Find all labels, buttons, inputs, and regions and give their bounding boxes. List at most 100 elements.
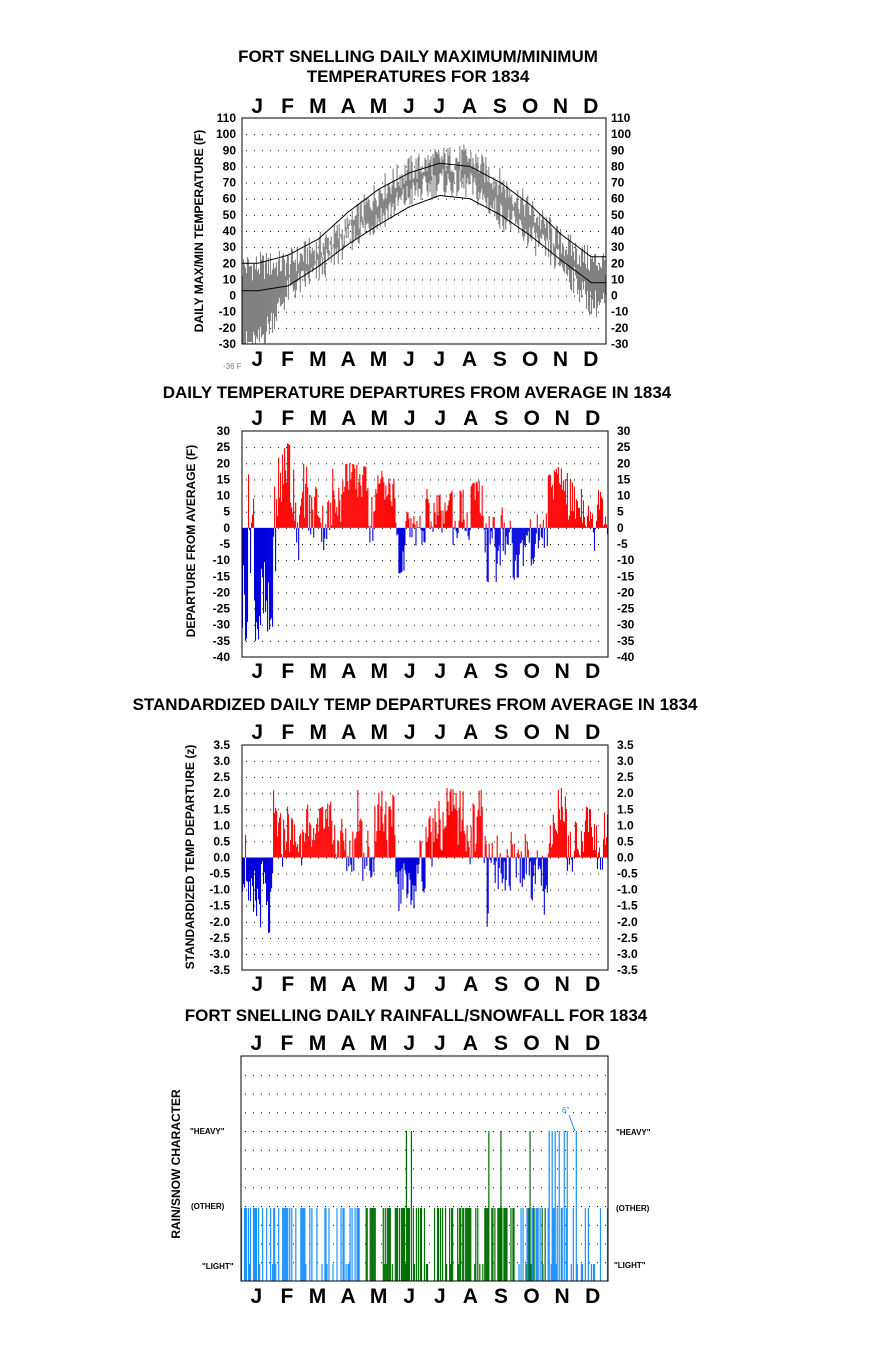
grid-dot [374,777,375,779]
grid-dot [558,873,559,875]
grid-dot [398,825,399,827]
grid-dot [413,1168,414,1170]
grid-dot [582,905,583,907]
grid-dot [566,809,567,811]
departure-left-tick-label: 20 [217,456,231,470]
grid-dot [254,640,255,642]
grid-dot [581,1187,582,1189]
grid-dot [262,247,263,249]
positive-departure-bar [385,801,387,858]
grid-dot [454,777,455,779]
maxmin-right-tick-label: 70 [611,176,625,190]
grid-dot [566,295,567,297]
grid-dot [390,247,391,249]
positive-departure-bar [348,489,350,528]
positive-departure-bar [444,826,446,858]
grid-dot [334,921,335,923]
grid-dot [398,479,399,481]
negative-departure-bar [531,527,533,560]
positive-departure-bar [471,484,473,528]
grid-dot [470,495,471,497]
grid-dot [494,640,495,642]
grid-dot [557,1149,558,1151]
grid-dot [430,640,431,642]
grid-dot [526,761,527,763]
grid-dot [302,905,303,907]
negative-departure-bar [326,527,328,539]
grid-dot [270,182,271,184]
grid-dot [374,295,375,297]
positive-departure-bar [478,480,480,528]
positive-departure-bar [594,850,597,858]
grid-dot [310,447,311,449]
grid-dot [437,1074,438,1076]
positive-departure-bar [276,810,278,858]
grid-dot [262,841,263,843]
grid-dot [350,889,351,891]
departure-right-tick-label: -25 [617,602,635,616]
grid-dot [270,640,271,642]
standardized-y-ticks-right: 3.53.02.52.01.51.00.50.0-0.5-1.0-1.5-2.0… [617,738,638,977]
grid-dot [421,1131,422,1132]
grid-dot [454,263,455,265]
grid-dot [502,150,503,152]
positive-departure-bar [359,820,361,858]
grid-dot [598,592,599,594]
grid-dot [422,263,423,265]
grid-dot [462,231,463,232]
positive-departure-bar [452,789,454,858]
grid-dot [518,495,519,497]
grid-dot [437,1131,438,1132]
departure-left-tick-label: 25 [217,440,231,454]
positive-departure-bar [333,840,335,858]
positive-departure-bar [410,518,412,528]
grid-dot [334,150,335,152]
positive-departure-bar [316,488,318,528]
negative-departure-bar [413,857,415,909]
precip-top-month-label: O [523,1032,539,1055]
negative-departure-bar [403,857,405,864]
grid-dot [486,214,487,216]
grid-dot [326,311,327,313]
grid-dot [533,1074,534,1076]
grid-dot [494,311,495,313]
positive-departure-bar [353,464,355,528]
grid-dot [382,166,383,168]
grid-dot [246,793,247,795]
grid-dot [550,809,551,811]
grid-dot [518,825,519,827]
grid-dot [261,1243,262,1245]
negative-departure-bar [534,857,536,884]
grid-dot [318,873,319,875]
grid-dot [494,592,495,594]
grid-dot [366,479,367,481]
grid-dot [262,511,263,513]
grid-dot [566,576,567,578]
precip-top-month-label: J [434,1032,446,1055]
maxmin-left-tick-label: 100 [216,127,236,141]
grid-dot [285,1112,286,1114]
grid-dot [334,592,335,594]
grid-dot [382,463,383,465]
grid-dot [278,608,279,610]
grid-dot [413,1131,414,1132]
positive-departure-bar [563,491,565,528]
grid-dot [486,809,487,811]
grid-dot [509,1262,510,1264]
grid-dot [246,937,247,939]
grid-dot [518,873,519,875]
positive-departure-bar [560,787,562,858]
positive-departure-bar [287,443,289,528]
grid-dot [342,761,343,763]
grid-dot [582,857,583,859]
positive-departure-bar [560,468,562,528]
grid-dot [429,1262,430,1264]
grid-dot [494,150,495,152]
grid-dot [293,1074,294,1076]
grid-dot [326,592,327,594]
negative-departure-bar [523,527,525,546]
grid-dot [293,1187,294,1189]
negative-departure-bar [493,857,495,865]
positive-departure-bar [286,482,288,528]
positive-departure-bar [323,829,325,858]
